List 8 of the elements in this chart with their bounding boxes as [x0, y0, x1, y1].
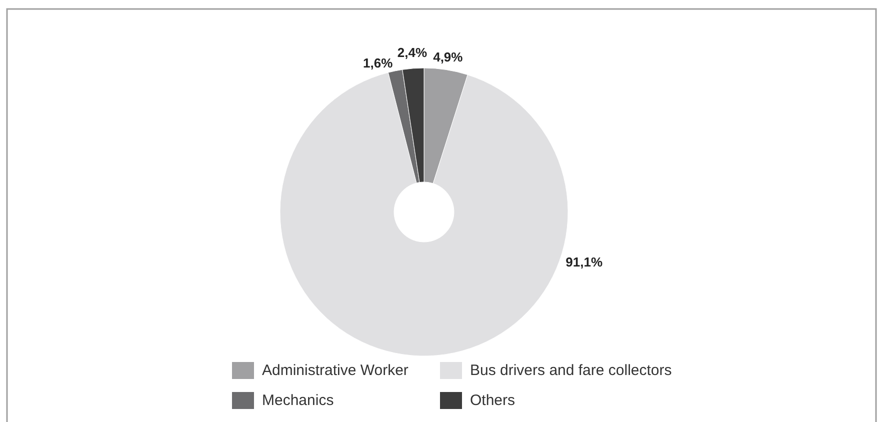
legend-label: Mechanics [262, 392, 334, 409]
data-label: 1,6% [363, 56, 394, 71]
legend-label: Others [470, 392, 516, 409]
legend-label: Administrative Worker [262, 362, 408, 379]
legend-label: Bus drivers and fare collectors [470, 362, 672, 379]
data-label: 2,4% [397, 44, 428, 60]
data-label: 91,1% [566, 254, 603, 270]
data-label: 4,9% [433, 49, 464, 64]
